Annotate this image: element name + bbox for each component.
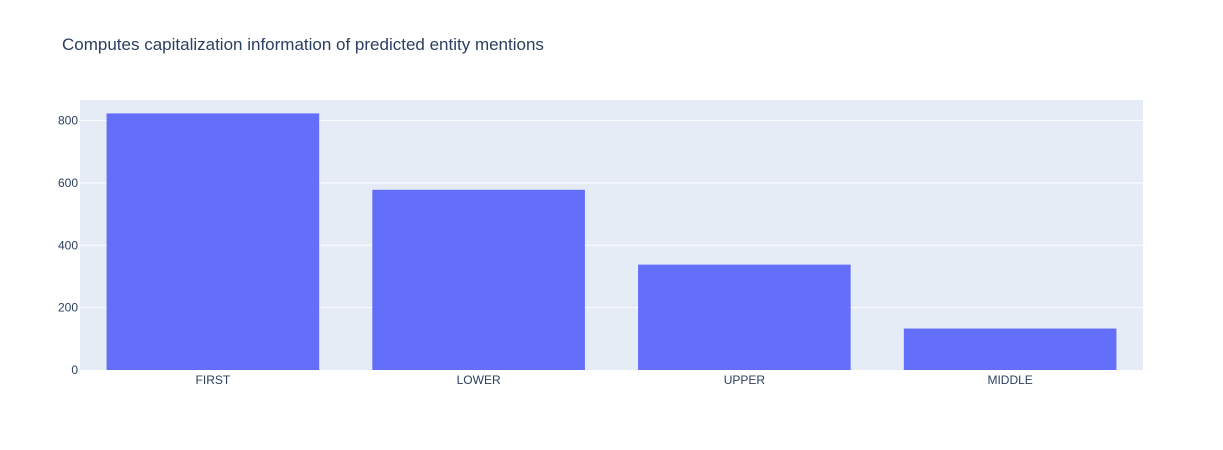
x-axis-ticks: FIRST LOWER UPPER MIDDLE [196,373,1033,387]
bar-middle [903,328,1117,370]
y-tick-label: 0 [71,363,78,377]
y-axis-ticks: 0 200 400 600 800 [58,114,78,377]
chart-title: Computes capitalization information of p… [62,35,544,54]
bar-upper [638,264,851,370]
bars [106,113,1117,370]
y-tick-label: 800 [58,114,78,128]
y-tick-label: 600 [58,176,78,190]
y-tick-label: 400 [58,238,78,252]
x-tick-label: LOWER [457,373,501,387]
y-tick-label: 200 [58,301,78,315]
x-tick-label: FIRST [196,373,231,387]
x-tick-label: MIDDLE [987,373,1032,387]
x-tick-label: UPPER [724,373,766,387]
bar-first [106,113,320,370]
bar-lower [372,189,585,370]
